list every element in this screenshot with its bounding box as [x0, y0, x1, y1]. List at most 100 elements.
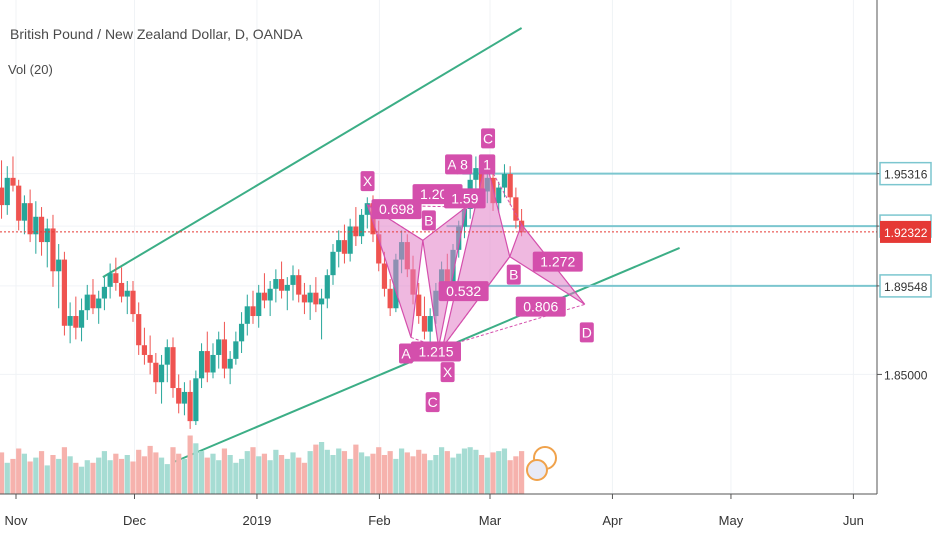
volume-bar: [96, 457, 102, 494]
volume-bar: [336, 448, 342, 494]
ratio-label-2-bg: [371, 199, 422, 220]
price-axis-bg: [878, 0, 932, 494]
candle-body: [358, 214, 365, 237]
pattern1-xab-triangle: [366, 203, 424, 338]
ratio-label-8-bg: [411, 341, 461, 362]
candle-body: [256, 292, 262, 317]
pattern-label-b-top-bg: [421, 210, 436, 231]
volume-bar: [284, 458, 290, 494]
volume-bar: [410, 456, 416, 494]
volume-bar: [21, 453, 28, 494]
candle-body: [84, 294, 90, 311]
candle-body: [73, 316, 79, 328]
candle-body: [0, 187, 5, 206]
candle-body: [244, 306, 250, 324]
x-tick-label: May: [719, 513, 744, 528]
volume-bar: [438, 447, 445, 494]
volume-bar: [519, 451, 525, 494]
volume-bar: [513, 456, 519, 494]
volume-bar: [61, 447, 68, 494]
candle-body: [416, 294, 422, 317]
pattern-label-c-low-bg: [425, 392, 440, 413]
volume-bar: [296, 457, 302, 494]
x-tick-label: Dec: [123, 513, 147, 528]
volume-bar: [507, 460, 513, 494]
ratio-label-5-bg: [478, 154, 496, 175]
candle-body: [193, 378, 199, 422]
candle-body: [318, 298, 325, 305]
ratio-label-7: 1.272: [540, 254, 575, 270]
volume-bar: [250, 447, 256, 494]
volume-bar: [473, 449, 479, 494]
pattern-label-a-low: A: [401, 345, 411, 361]
candle-body: [170, 347, 176, 389]
pattern-label-x-top-bg: [360, 171, 375, 192]
candle-body: [250, 306, 256, 317]
volume-bar: [416, 449, 422, 494]
candle-body: [221, 339, 228, 369]
ratio-label-3-bg: [444, 188, 486, 209]
volume-bar: [490, 452, 496, 494]
candle-body: [376, 234, 382, 264]
candle-body: [158, 364, 165, 383]
volume-bar: [484, 457, 490, 494]
candle-body: [341, 240, 348, 254]
time-axis-bg: [0, 494, 932, 550]
pattern-label-x-low-bg: [440, 362, 455, 383]
candle-body: [124, 290, 130, 297]
volume-bar: [158, 457, 165, 494]
volume-bar: [496, 451, 502, 494]
volume-bar: [330, 455, 336, 494]
candle-body: [198, 351, 205, 379]
volume-bar: [381, 455, 388, 494]
volume-bar: [376, 447, 382, 494]
volume-bar: [101, 451, 108, 494]
volume-bar: [467, 447, 473, 494]
ratio-label-4: 8: [460, 156, 468, 172]
pattern-label-a-low-bg: [399, 343, 413, 364]
candle-body: [38, 216, 45, 243]
candle-body: [90, 294, 96, 309]
x-tick-label: Feb: [368, 513, 390, 528]
volume-bar: [324, 449, 330, 494]
level-price-box: [879, 161, 932, 186]
candle-body: [324, 275, 330, 299]
candle-body: [267, 288, 273, 301]
level-price-box: [879, 274, 932, 298]
volume-bar: [198, 451, 205, 494]
y-tick-label: 1.89548: [884, 280, 928, 294]
volume-bar: [227, 455, 233, 494]
volume-bar: [273, 449, 279, 494]
candle-body: [513, 197, 519, 221]
x-tick-label: Mar: [479, 513, 502, 528]
volume-bar: [244, 451, 250, 494]
candle-body: [10, 177, 16, 186]
flag-icon: [526, 459, 548, 481]
volume-bar: [256, 456, 262, 494]
volume-bar: [216, 460, 222, 494]
candle-body: [96, 298, 102, 309]
candle-body: [301, 294, 308, 303]
volume-bar: [84, 460, 90, 494]
candle-body: [421, 316, 428, 332]
volume-bar: [393, 458, 399, 494]
candle-body: [78, 310, 85, 328]
ratio-label-8: 1.215: [418, 343, 453, 359]
candle-body: [181, 391, 188, 404]
volume-bar: [433, 455, 439, 494]
candle-body: [353, 226, 359, 237]
candle-body: [427, 316, 433, 332]
volume-bar: [404, 452, 410, 494]
volume-bar: [67, 456, 73, 494]
volume-bar: [73, 462, 79, 494]
pattern1-bcd-triangle: [422, 205, 468, 348]
candle-body: [187, 391, 193, 422]
volume-bar: [204, 457, 210, 494]
candle-body: [107, 273, 113, 287]
ratio-label-6: 0.532: [446, 283, 481, 299]
volume-bar: [444, 451, 450, 494]
channel-upper-line: [102, 27, 523, 278]
candle-body: [136, 314, 142, 346]
